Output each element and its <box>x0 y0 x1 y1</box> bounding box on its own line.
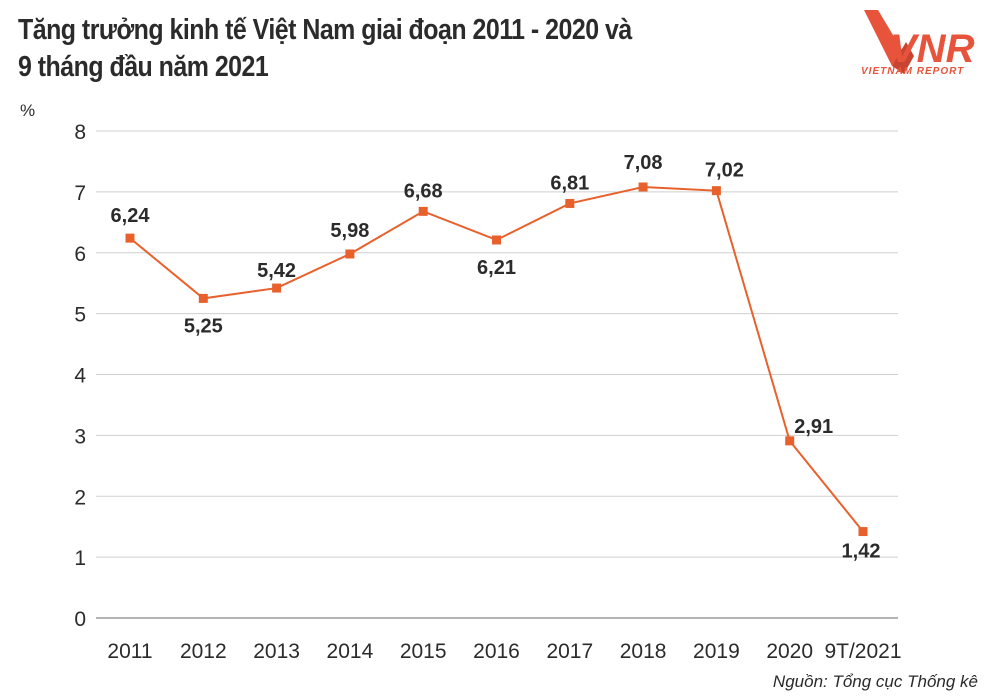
source-note: Nguồn: Tổng cục Thống kê <box>772 672 978 691</box>
y-tick-label: 6 <box>74 243 86 266</box>
data-label: 2,91 <box>794 416 833 438</box>
data-label: 6,68 <box>404 180 443 202</box>
data-point <box>345 249 355 259</box>
x-tick-label: 2019 <box>693 640 740 663</box>
x-tick-label: 2017 <box>546 640 593 663</box>
data-point <box>418 206 428 216</box>
x-tick-label: 2020 <box>766 640 813 663</box>
y-tick-label: 1 <box>74 547 86 570</box>
data-point <box>785 436 795 446</box>
data-label: 6,21 <box>477 257 516 279</box>
x-tick-label: 9T/2021 <box>824 640 901 663</box>
y-tick-label: 3 <box>74 425 86 448</box>
y-axis-unit: % <box>20 101 36 120</box>
data-point <box>125 233 135 243</box>
x-tick-label: 2013 <box>253 640 300 663</box>
x-tick-label: 2011 <box>107 640 152 663</box>
data-label: 5,42 <box>257 260 296 282</box>
x-axis-ticks: 2011 2012 2013 2014 2015 2016 2017 2018 2019 2020… <box>107 640 901 663</box>
x-tick-label: 2012 <box>180 640 227 663</box>
data-point <box>565 198 575 208</box>
data-label: 6,24 <box>111 205 151 227</box>
vnr-logo-mark: VNR <box>890 27 975 71</box>
data-point <box>711 186 721 196</box>
y-axis-ticks: 0 1 2 3 4 5 6 7 8 <box>74 121 86 631</box>
data-label: 6,81 <box>550 172 589 194</box>
x-tick-label: 2018 <box>620 640 667 663</box>
x-tick-label: 2015 <box>400 640 447 663</box>
y-tick-label: 7 <box>74 182 86 205</box>
data-point <box>492 235 501 245</box>
data-label: 7,08 <box>624 152 663 174</box>
vnr-logo-icon: VNR <box>864 10 975 74</box>
y-tick-label: 5 <box>74 304 86 327</box>
data-label: 5,25 <box>184 315 223 337</box>
chart-title: Tăng trưởng kinh tế Việt Nam giai đoạn 2… <box>18 14 632 83</box>
data-label: 7,02 <box>705 160 744 182</box>
data-label: 1,42 <box>842 541 881 563</box>
data-point <box>198 293 208 303</box>
data-labels: 6,24 5,25 5,42 5,98 6,68 6,21 6,81 7,08 7,02 2,91… <box>111 152 881 563</box>
data-point <box>272 283 282 293</box>
y-tick-label: 0 <box>74 608 86 631</box>
x-tick-label: 2014 <box>327 640 374 663</box>
data-label: 5,98 <box>330 220 369 242</box>
chart-grid <box>96 130 898 619</box>
y-tick-label: 8 <box>74 121 86 144</box>
y-tick-label: 4 <box>74 365 86 388</box>
x-tick-label: 2016 <box>473 640 520 663</box>
vnr-logo-text: VIETNAM REPORT <box>861 66 965 77</box>
data-point <box>638 182 648 192</box>
series-points <box>125 182 868 537</box>
data-point <box>858 527 868 537</box>
y-tick-label: 2 <box>74 486 86 509</box>
